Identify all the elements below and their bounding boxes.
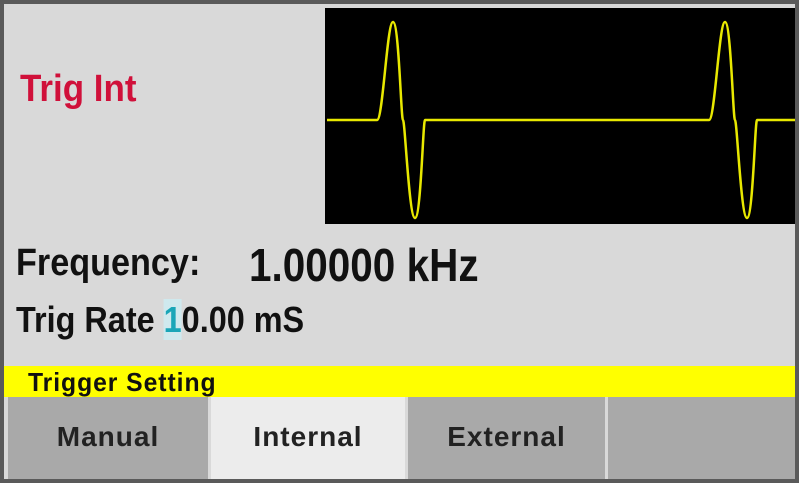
menu-title-bar: Trigger Setting <box>4 366 795 397</box>
waveform-display <box>325 8 795 224</box>
softkey[interactable]: Internal <box>211 397 408 479</box>
trig-rate-line: Trig Rate 10.00 mS <box>16 299 304 341</box>
frequency-value: 1.00000 kHz <box>249 239 479 291</box>
softkey[interactable] <box>608 397 795 479</box>
softkey-label: Internal <box>253 421 363 452</box>
trig-rate-label: Trig Rate <box>16 299 155 340</box>
softkey[interactable]: External <box>408 397 608 479</box>
trig-rate-value: 0.00 mS <box>181 299 305 340</box>
waveform-trace <box>327 20 795 220</box>
trigger-mode: Trig Int <box>20 68 137 110</box>
edit-cursor-digit[interactable]: 1 <box>163 299 182 340</box>
softkey-row: Manual Internal External <box>4 397 795 479</box>
softkey[interactable]: Manual <box>8 397 211 479</box>
softkey-label: External <box>447 421 566 452</box>
menu-title: Trigger Setting <box>28 367 217 397</box>
frequency-label: Frequency: <box>16 242 201 284</box>
softkey-label: Manual <box>56 421 160 452</box>
